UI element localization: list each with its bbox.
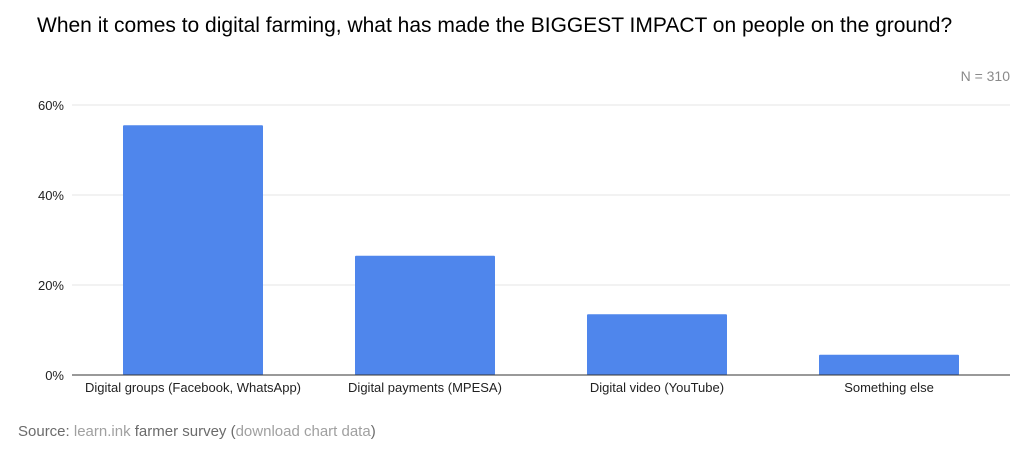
y-tick-label: 20%: [38, 278, 64, 293]
chart-title: When it comes to digital farming, what h…: [37, 14, 953, 37]
source-middle: farmer survey (: [130, 423, 236, 440]
source-note: Source: learn.ink farmer survey (downloa…: [18, 423, 376, 440]
y-tick-label: 60%: [38, 98, 64, 113]
bar: [587, 314, 727, 375]
x-tick-label: Digital groups (Facebook, WhatsApp): [85, 380, 301, 395]
bar: [123, 125, 263, 375]
source-link[interactable]: learn.ink: [73, 423, 131, 440]
source-prefix: Source:: [18, 423, 74, 440]
y-tick-label: 40%: [38, 188, 64, 203]
x-tick-label: Something else: [844, 380, 934, 395]
x-tick-label: Digital video (YouTube): [590, 380, 724, 395]
y-tick-label: 0%: [45, 368, 64, 383]
bar: [355, 255, 495, 375]
sample-size-label: N = 310: [960, 68, 1010, 84]
x-tick-label: Digital payments (MPESA): [348, 380, 502, 395]
bar: [819, 354, 959, 375]
source-suffix: ): [370, 423, 376, 440]
download-chart-data-link[interactable]: download chart data: [235, 423, 371, 440]
